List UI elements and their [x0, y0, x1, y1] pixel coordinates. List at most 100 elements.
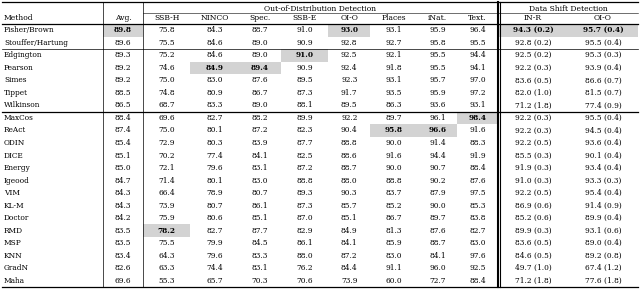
Text: 89.5: 89.5 [296, 76, 313, 84]
Bar [417, 124, 458, 137]
Text: KNN: KNN [4, 252, 22, 260]
Text: 85.5 (0.3): 85.5 (0.3) [515, 151, 551, 160]
Text: 87.2: 87.2 [252, 127, 268, 134]
Text: 87.3: 87.3 [296, 89, 313, 97]
Text: 91.9 (0.3): 91.9 (0.3) [515, 164, 551, 172]
Text: 84.9: 84.9 [341, 227, 358, 235]
Text: 81.3: 81.3 [385, 227, 402, 235]
Text: 88.4: 88.4 [469, 164, 486, 172]
Text: 83.5: 83.5 [115, 239, 131, 247]
Text: 85.2: 85.2 [385, 202, 402, 210]
Text: 72.7: 72.7 [429, 277, 445, 285]
Text: 86.7: 86.7 [252, 89, 268, 97]
Text: 75.8: 75.8 [158, 26, 175, 34]
Text: 87.9: 87.9 [429, 189, 445, 197]
Text: 84.3: 84.3 [115, 189, 131, 197]
Text: 85.1: 85.1 [115, 151, 131, 160]
Text: 90.3: 90.3 [341, 189, 358, 197]
Text: 91.6: 91.6 [385, 151, 402, 160]
Text: Tippet: Tippet [4, 89, 28, 97]
Text: 93.1: 93.1 [385, 26, 402, 34]
Text: 83.4: 83.4 [115, 252, 131, 260]
Text: 88.5: 88.5 [115, 89, 131, 97]
Text: 91.7: 91.7 [341, 89, 358, 97]
Text: 76.2: 76.2 [296, 264, 313, 272]
Text: 75.0: 75.0 [158, 76, 175, 84]
Text: 73.9: 73.9 [341, 277, 358, 285]
Text: 93.1: 93.1 [385, 76, 402, 84]
Text: 82.7: 82.7 [469, 227, 486, 235]
Text: 90.0: 90.0 [385, 164, 402, 172]
Text: 82.7: 82.7 [206, 114, 223, 122]
Text: 87.7: 87.7 [296, 139, 313, 147]
Text: 74.8: 74.8 [158, 89, 175, 97]
Text: 91.8: 91.8 [385, 64, 402, 72]
Text: 92.5: 92.5 [341, 51, 358, 59]
Text: 83.1: 83.1 [252, 264, 268, 272]
Text: 82.6: 82.6 [115, 264, 131, 272]
Text: 85.0: 85.0 [115, 164, 131, 172]
Text: 94.4: 94.4 [429, 151, 445, 160]
Text: 94.3 (0.2): 94.3 (0.2) [513, 26, 553, 34]
Text: 83.0: 83.0 [252, 177, 268, 185]
Text: 89.0: 89.0 [252, 101, 268, 110]
Text: 89.0: 89.0 [252, 39, 268, 47]
Text: 85.3: 85.3 [469, 202, 486, 210]
Text: KL-M: KL-M [4, 202, 24, 210]
Text: 87.4: 87.4 [115, 127, 131, 134]
Text: 85.1: 85.1 [341, 214, 358, 222]
Text: 75.5: 75.5 [158, 39, 175, 47]
Text: 80.3: 80.3 [206, 139, 223, 147]
Text: 93.4 (0.4): 93.4 (0.4) [585, 164, 621, 172]
Text: 89.7: 89.7 [429, 214, 445, 222]
Text: 84.1: 84.1 [252, 151, 268, 160]
Text: 80.7: 80.7 [252, 189, 268, 197]
Text: 80.7: 80.7 [206, 202, 223, 210]
Text: 90.9: 90.9 [296, 39, 313, 47]
Text: 85.2 (0.6): 85.2 (0.6) [515, 214, 551, 222]
Text: 91.4 (0.9): 91.4 (0.9) [584, 202, 621, 210]
Text: 97.2: 97.2 [469, 89, 486, 97]
Text: 93.9 (0.4): 93.9 (0.4) [585, 64, 621, 72]
Text: 88.0: 88.0 [341, 177, 358, 185]
Text: 92.2 (0.3): 92.2 (0.3) [515, 114, 551, 122]
Text: 95.7: 95.7 [429, 76, 445, 84]
Text: 89.9: 89.9 [296, 114, 313, 122]
Text: 75.5: 75.5 [158, 239, 175, 247]
Bar [498, 24, 568, 36]
Text: 92.1: 92.1 [385, 51, 402, 59]
Text: 95.8: 95.8 [429, 39, 445, 47]
Text: 90.7: 90.7 [429, 164, 445, 172]
Text: 88.1: 88.1 [296, 101, 313, 110]
Text: 83.7: 83.7 [385, 189, 402, 197]
Text: 74.4: 74.4 [206, 264, 223, 272]
Text: 86.5: 86.5 [115, 101, 131, 110]
Text: 96.6: 96.6 [428, 127, 446, 134]
Text: 81.5 (0.7): 81.5 (0.7) [584, 89, 621, 97]
Text: 86.6 (0.7): 86.6 (0.7) [584, 76, 621, 84]
Text: 80.9: 80.9 [206, 89, 223, 97]
Text: 87.2: 87.2 [296, 164, 313, 172]
Text: Pearson: Pearson [4, 64, 34, 72]
Text: 83.6 (0.5): 83.6 (0.5) [515, 239, 551, 247]
Text: 95.5: 95.5 [469, 39, 486, 47]
Text: Simes: Simes [4, 76, 26, 84]
Text: 96.4: 96.4 [469, 26, 486, 34]
Text: 63.3: 63.3 [158, 264, 175, 272]
Text: 95.5: 95.5 [429, 51, 445, 59]
Text: 84.6 (0.5): 84.6 (0.5) [515, 252, 551, 260]
Text: 65.7: 65.7 [206, 277, 223, 285]
Text: 93.6: 93.6 [429, 101, 445, 110]
Text: 71.4: 71.4 [158, 177, 175, 185]
Text: 93.6 (0.4): 93.6 (0.4) [585, 139, 621, 147]
Text: 84.5: 84.5 [252, 239, 268, 247]
Text: 92.5 (0.2): 92.5 (0.2) [515, 51, 551, 59]
Text: 86.9 (0.6): 86.9 (0.6) [515, 202, 551, 210]
Text: 89.3: 89.3 [115, 51, 131, 59]
Text: 90.9: 90.9 [296, 64, 313, 72]
Text: 90.4: 90.4 [341, 127, 358, 134]
Text: Edgington: Edgington [4, 51, 42, 59]
Text: 67.4 (1.2): 67.4 (1.2) [585, 264, 621, 272]
Text: 88.4: 88.4 [115, 114, 131, 122]
Text: Text.: Text. [468, 14, 487, 23]
